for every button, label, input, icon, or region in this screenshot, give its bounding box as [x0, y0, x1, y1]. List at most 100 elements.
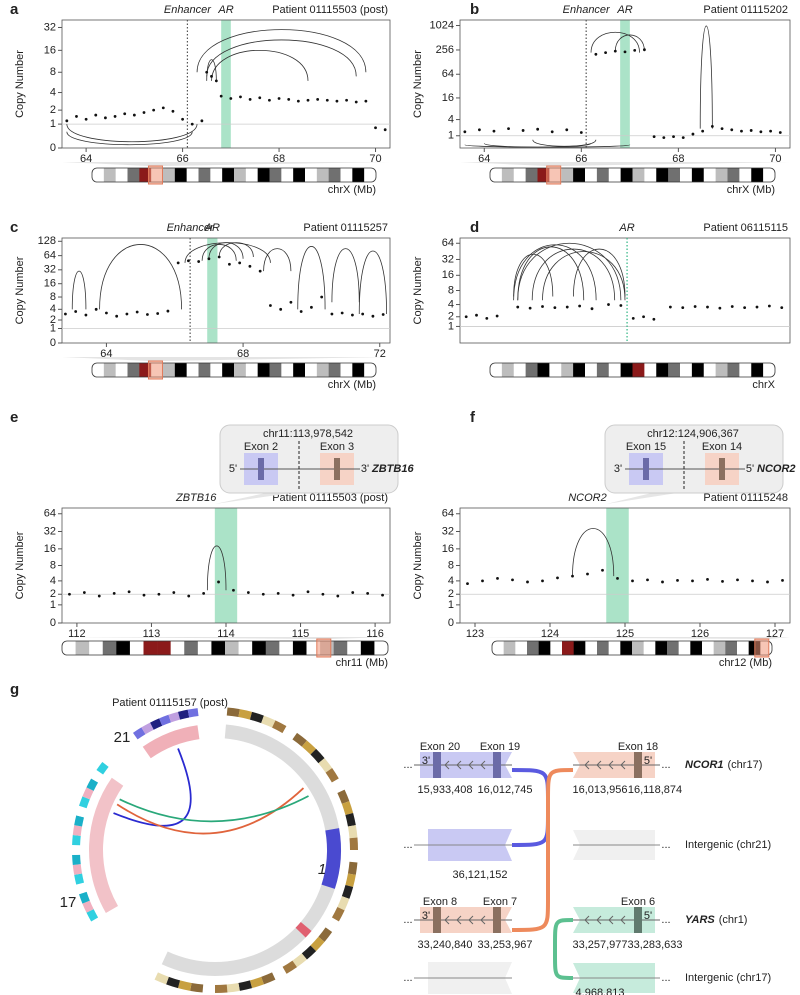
ideogram-band: [632, 641, 644, 655]
point: [361, 312, 365, 316]
ideogram: [489, 165, 776, 185]
y-tick-label: 2: [50, 104, 56, 116]
ideogram-band: [293, 363, 306, 377]
chromosome-band: [341, 801, 354, 816]
gene-label: AR: [204, 222, 220, 234]
sv-arc: [196, 29, 367, 73]
x-tick-label: 116: [366, 628, 384, 640]
point: [778, 131, 782, 134]
sv-arc: [614, 34, 645, 52]
gene-label: AR: [618, 222, 634, 234]
ideogram-band: [644, 168, 657, 182]
row-label: Intergenic (chr21): [685, 839, 771, 851]
point: [190, 122, 194, 126]
point: [736, 578, 739, 582]
y-tick-label: 32: [44, 525, 56, 537]
sv-arc: [201, 244, 237, 261]
point: [351, 591, 355, 594]
ideogram-band: [525, 363, 538, 377]
point: [171, 109, 175, 113]
x-tick-label: 64: [80, 153, 92, 165]
y-tick-label: 4: [50, 86, 56, 98]
ideogram-band: [678, 641, 691, 655]
panel-label: e: [10, 409, 18, 426]
point: [197, 260, 201, 263]
chromosome-band: [325, 917, 339, 933]
point: [516, 305, 520, 309]
exon-label: Exon 20: [420, 741, 460, 753]
point: [578, 304, 582, 308]
ideogram-band: [763, 168, 776, 182]
sv-arc: [71, 271, 87, 310]
exon: [258, 458, 264, 480]
point: [306, 590, 310, 594]
point: [299, 310, 303, 313]
point: [643, 48, 646, 52]
y-tick-label: 64: [442, 68, 454, 80]
chromosome-band: [249, 711, 264, 724]
point: [291, 593, 295, 597]
point: [287, 97, 291, 101]
y-tick-label: 1024: [430, 19, 454, 31]
ideogram-band: [305, 363, 318, 377]
point: [676, 578, 679, 582]
y-tick-label: 16: [442, 92, 454, 104]
ideogram-outline: [61, 640, 389, 656]
point: [710, 124, 714, 128]
circos-label: 21: [114, 729, 131, 746]
ideogram-band: [328, 168, 341, 182]
point: [219, 94, 223, 98]
ideogram-band: [103, 363, 116, 377]
ideogram-band: [157, 641, 171, 655]
chromosome-band: [72, 835, 81, 846]
ideogram-band: [656, 363, 669, 377]
y-tick-label: 32: [442, 253, 454, 265]
chromosome-band: [82, 900, 94, 913]
sv-arc: [331, 248, 360, 303]
exon-label: Exon 19: [480, 741, 520, 753]
y-tick-label: 32: [44, 264, 56, 276]
inset-pointer: [214, 491, 305, 504]
chromosome-band: [345, 873, 356, 888]
point: [366, 591, 370, 595]
exon: [719, 458, 725, 480]
strand-end: 3': [422, 910, 430, 922]
ideogram-highlight: [147, 165, 163, 185]
highlight-band: [620, 20, 630, 148]
ideogram-band: [680, 168, 693, 182]
point: [511, 578, 514, 582]
highlight-band: [606, 508, 629, 623]
connector: [553, 918, 574, 980]
point: [607, 303, 610, 306]
ideogram-band: [691, 168, 705, 182]
point: [590, 307, 594, 311]
point: [536, 127, 540, 131]
chromosome-band: [345, 812, 356, 827]
chromosome-band: [331, 907, 345, 922]
row-label: Intergenic (chr17): [685, 972, 771, 984]
x-tick-label: 68: [672, 153, 684, 165]
point: [631, 316, 635, 320]
zoom-wedge: [62, 357, 390, 361]
point: [642, 315, 645, 319]
exon-label: Exon 8: [423, 896, 457, 908]
y-tick-label: 64: [442, 508, 454, 520]
x-axis-label: chr11 (Mb): [336, 657, 388, 669]
point: [75, 115, 78, 118]
ideogram-band: [501, 363, 515, 377]
point: [381, 313, 385, 316]
point: [306, 98, 310, 102]
ideogram-band: [92, 168, 105, 182]
chromosome-band: [318, 758, 333, 773]
y-axis-label: Copy Number: [14, 531, 26, 599]
point: [740, 129, 743, 133]
point: [135, 310, 139, 314]
ellipsis: ...: [661, 839, 670, 851]
ideogram-outline: [91, 167, 377, 183]
point: [749, 129, 753, 132]
ideogram-band: [234, 168, 247, 182]
sv-arc: [184, 242, 271, 263]
ellipsis: ...: [403, 839, 412, 851]
chromosome-band: [318, 927, 333, 942]
